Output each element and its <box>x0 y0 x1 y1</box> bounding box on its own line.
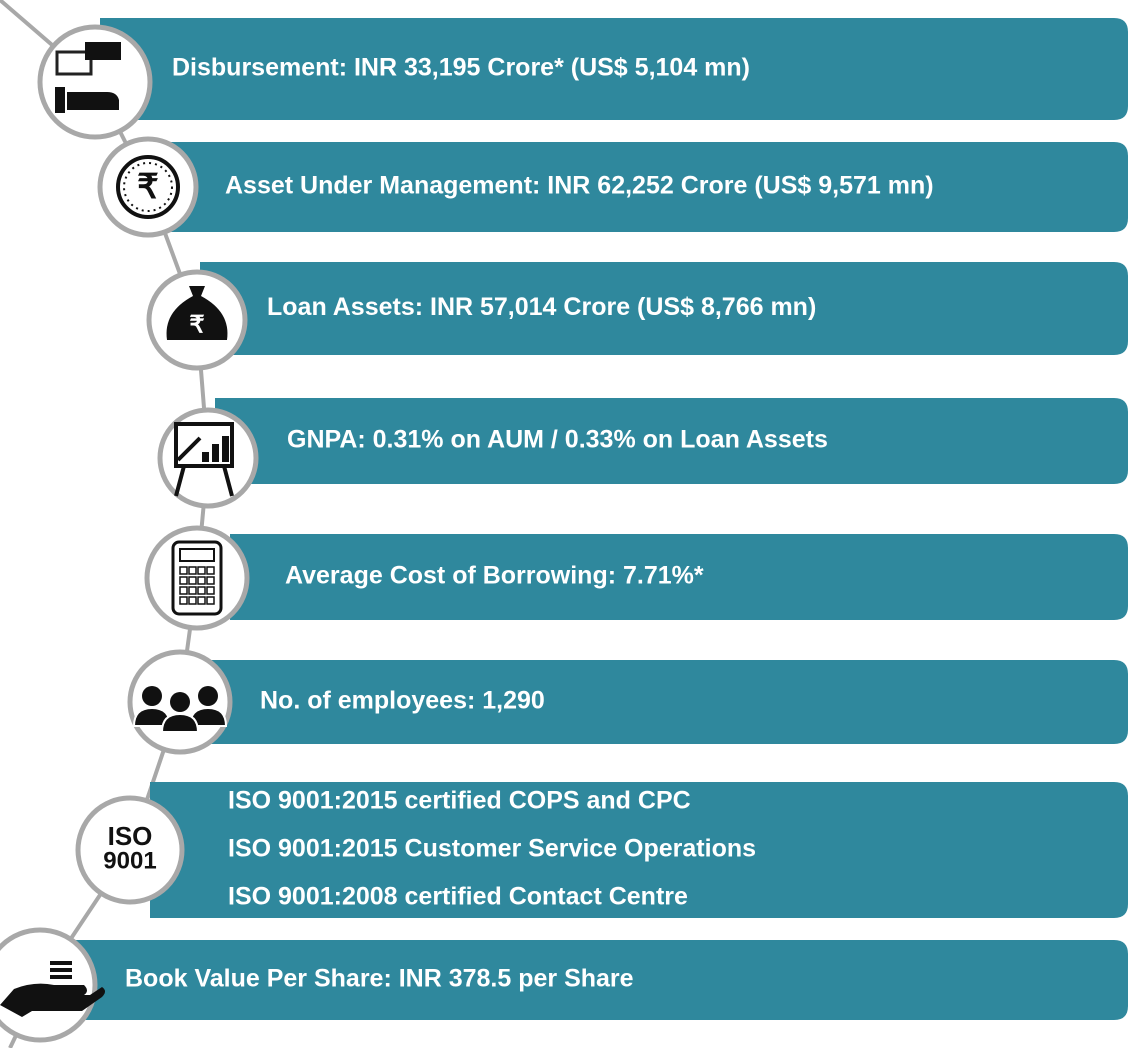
icon-shape <box>206 566 215 575</box>
icon <box>174 422 234 497</box>
icon <box>171 540 223 616</box>
icon-shape <box>0 983 105 1017</box>
icon-shape <box>206 576 215 585</box>
icon-shape <box>142 686 162 706</box>
stat-text: Average Cost of Borrowing: 7.71%* <box>285 562 704 590</box>
icon-circle <box>97 136 199 238</box>
stat-text: GNPA: 0.31% on AUM / 0.33% on Loan Asset… <box>287 426 828 454</box>
icon <box>0 961 105 1017</box>
stat-bar <box>215 398 1128 484</box>
icon-shape <box>222 436 229 462</box>
icon-text: ₹ <box>137 168 159 206</box>
icon <box>55 42 121 113</box>
icon-text: ISO <box>108 821 153 851</box>
icon-shape <box>197 576 206 585</box>
icon-shape <box>174 422 234 468</box>
stat-bar <box>200 660 1128 744</box>
icon-shape <box>55 50 93 76</box>
icon-shape <box>50 968 72 972</box>
icon-shape <box>202 452 209 462</box>
icon-shape <box>55 42 121 113</box>
icon-shape <box>179 586 188 595</box>
icon-shape <box>179 596 188 605</box>
icon-text: ₹ <box>189 311 204 338</box>
icon-shape <box>171 540 223 616</box>
icon-shape <box>197 596 206 605</box>
icon-shape <box>188 596 197 605</box>
icon-shape <box>198 686 218 706</box>
icon-shape <box>116 155 180 219</box>
icon-shape <box>179 566 188 575</box>
icon <box>132 686 228 733</box>
icon-circle <box>75 795 185 905</box>
icon-shape <box>197 586 206 595</box>
stat-bar <box>100 18 1128 120</box>
icon-shape <box>188 566 197 575</box>
stat-text: ISO 9001:2015 certified COPS and CPC <box>228 787 691 815</box>
icon-shape <box>197 566 206 575</box>
stat-text: Book Value Per Share: INR 378.5 per Shar… <box>125 965 634 993</box>
icon-shape <box>166 286 228 340</box>
icon-text: 9001 <box>103 847 156 874</box>
stat-text: ISO 9001:2008 certified Contact Centre <box>228 883 688 911</box>
icon-shape <box>179 576 188 585</box>
icon-shape <box>174 436 234 497</box>
stat-bar <box>60 940 1128 1020</box>
icon-shape <box>50 961 72 965</box>
icon-shape <box>179 548 215 562</box>
stat-text: Asset Under Management: INR 62,252 Crore… <box>225 172 934 200</box>
icon-shape <box>212 444 219 462</box>
stat-bar <box>230 534 1128 620</box>
icon-shape <box>206 586 215 595</box>
icon-shape <box>160 712 200 733</box>
stat-bar <box>200 262 1128 355</box>
icon-shape <box>188 586 197 595</box>
connector-line <box>0 0 211 1048</box>
icon-shape <box>188 576 197 585</box>
stat-bar <box>150 782 1128 918</box>
stat-text: Disbursement: INR 33,195 Crore* (US$ 5,1… <box>172 54 750 82</box>
icon-shape <box>206 596 215 605</box>
stat-text: No. of employees: 1,290 <box>260 687 545 715</box>
icon-shape <box>170 692 190 712</box>
stat-text: Loan Assets: INR 57,014 Crore (US$ 8,766… <box>267 293 816 321</box>
stat-text: ISO 9001:2015 Customer Service Operation… <box>228 835 756 863</box>
stat-bar <box>170 142 1128 232</box>
icon-shape <box>123 162 173 212</box>
icon: ₹ <box>166 286 228 340</box>
icon: ₹ <box>116 155 180 219</box>
icon-shape <box>50 975 72 979</box>
